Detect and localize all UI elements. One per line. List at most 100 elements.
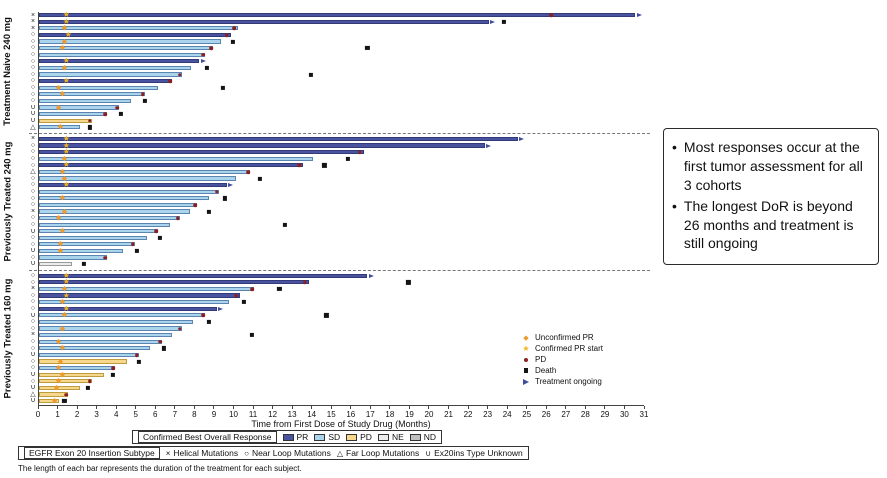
unconfirmed-pr-marker: ◆ [61,285,68,293]
duration-bar [39,169,251,174]
subtype-symbol: ○ [30,84,36,92]
subtype-legend-item: △ Far Loop Mutations [337,448,419,458]
marker-legend-item: Treatment ongoing [521,376,603,387]
duration-bar [39,222,170,227]
death-marker [81,262,87,267]
unconfirmed-pr-marker: ◆ [53,384,60,392]
x-axis-title: Time from First Dose of Study Drug (Mont… [251,419,431,429]
subtype-symbol: ○ [30,344,36,352]
duration-bar [39,352,139,357]
death-marker [308,72,313,77]
annotation-list: • Most responses occur at the first tumor… [672,138,868,253]
pd-marker [88,379,92,384]
pd-legend-icon [521,357,531,362]
pd-marker [224,33,229,37]
swimmer-row: ○ ◆ [31,195,644,202]
duration-bar [39,112,108,117]
swimmer-row: ○ ◆ [31,325,644,333]
pd-marker [209,46,213,51]
duration-bar [39,306,217,311]
axis-tick-label: 28 [580,410,590,419]
axis-tick [565,406,567,409]
swimmer-row: ○ ◆ [31,338,644,345]
swimmer-row: ○ ◆ [31,364,644,372]
swimmer-row: ○ ◆ [31,298,644,306]
unconfirmed-pr-marker: ◆ [57,358,64,366]
subtype-symbol: × [30,207,36,215]
axis-tick-label: 16 [346,410,356,419]
axis-tick-label: 14 [307,410,317,419]
duration-bar [39,189,219,194]
axis-tick [448,406,450,409]
unconfirmed-pr-marker: ◆ [57,123,64,131]
subtype-symbol: ∪ [30,227,36,235]
swimmer-row: ○ ★ [31,57,644,65]
swimmer-row: ○ ★ [31,291,644,299]
subtype-symbol: ○ [30,240,36,248]
swimmer-row: ○ [31,318,644,326]
axis-tick-label: 12 [268,410,278,419]
axis-tick [174,406,176,409]
pd-marker [234,293,239,298]
subtype-symbol: ∪ [30,311,36,319]
marker-legend-item: ◆ Unconfirmed PR [521,332,603,343]
death-marker [206,319,212,325]
cohort-separator [29,268,650,273]
duration-bar [39,13,636,18]
duration-bar [39,163,303,168]
treatment-ongoing-arrow [490,19,496,24]
unconfirmed-pr-marker: ◆ [57,247,64,255]
bullet-glyph: • [672,197,677,214]
unconfirmed-pr-marker: ◆ [57,240,64,248]
pd-marker [357,150,362,154]
subtype-symbol: ○ [30,278,36,286]
marker-legend-item: PD [521,354,603,365]
duration-bar [39,379,92,384]
swimmer-row: ∪ ◆ [30,397,644,405]
duration-bar [39,242,135,247]
swimmer-row: ○ ★ [31,148,644,156]
swimmer-row: ○ [31,234,644,242]
axis-tick-label: 1 [55,410,60,419]
duration-bar [39,182,227,188]
confirmed-pr-start-marker: ★ [62,160,70,170]
unconfirmed-pr-marker: ◆ [59,325,66,333]
subtype-symbol: ○ [30,214,36,222]
axis-tick-label: 10 [229,410,238,419]
axis-tick [643,406,645,409]
treatment-ongoing-arrow [228,183,234,188]
subtype-symbol: ○ [30,181,36,189]
unconfirmed-pr-marker: ◆ [55,84,62,92]
swimmer-row: ○ ◆ [31,38,644,45]
swimmer-row: ∪ [30,260,644,268]
subtype-symbol: ○ [30,338,36,345]
treatment-ongoing-arrow [218,306,224,311]
duration-bar [39,300,229,305]
subtype-legend-symbol: × [165,448,171,458]
subtype-symbol: × [30,285,36,293]
bullet-glyph: • [672,139,677,155]
duration-bar [39,273,368,278]
axis-tick-label: 25 [522,410,532,419]
death-marker [222,196,227,201]
cohort-label-text: Previously Treated 160 mg [2,278,13,399]
confirmed-pr-start-marker: ★ [62,270,70,280]
marker-legend-label: Treatment ongoing [535,377,602,386]
unconfirmed-pr-marker: ◆ [61,311,68,319]
marker-legend: ◆ Unconfirmed PR ★ Confirmed PR start PD Deat… [521,332,603,387]
duration-bar [39,333,172,338]
treatment-ongoing-arrow [368,273,374,278]
duration-bar [39,248,124,254]
swimmer-row: ○ ◆ [31,214,644,222]
response-swatch [282,433,294,441]
pd-dot [524,357,528,362]
subtype-symbol: ○ [30,97,36,105]
confirmed-pr-start-marker: ★ [62,16,70,26]
subtype-symbol: ○ [30,291,36,299]
death-marker [257,176,262,181]
swimmer-row: ○ ★ [31,77,644,85]
duration-bar [39,293,241,298]
subtype-symbol: × [30,18,36,26]
swimmer-row: △ ◆ [30,168,644,175]
duration-bar [39,286,255,292]
